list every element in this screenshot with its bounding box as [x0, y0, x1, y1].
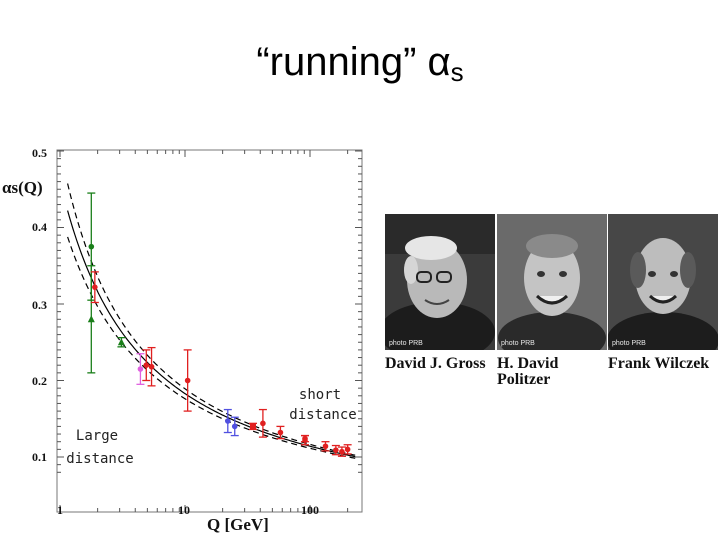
data-point: [137, 366, 144, 372]
data-point: [143, 362, 150, 368]
alpha-s-chart: 1 10 100 0.1 0.2 0.3 0.4 0.5 αs(Q) Q [Ge…: [2, 146, 363, 534]
title-main: “running” α: [256, 40, 451, 84]
portrait-politzer: photo PRB: [497, 214, 607, 350]
data-point: [87, 315, 95, 323]
data-point: [302, 437, 308, 443]
annotation-short-line2: distance: [289, 407, 356, 423]
curve-central: [67, 210, 356, 458]
annotation-large-line2: distance: [66, 451, 133, 467]
portrait-gross-image: [385, 214, 495, 350]
x-tick-label-100: 100: [301, 503, 319, 517]
data-point: [148, 363, 155, 370]
y-axis-title: αs(Q): [2, 178, 43, 197]
data-point: [88, 243, 95, 250]
x-tick-label-10: 10: [178, 503, 190, 517]
name-politzer-line2: Politzer: [497, 371, 551, 388]
title-subscript: s: [450, 57, 464, 87]
name-politzer-line1: H. David: [497, 355, 559, 372]
portrait-wilczek: photo PRB: [608, 214, 718, 350]
portrait-politzer-image: [497, 214, 607, 350]
name-gross: David J. Gross: [385, 356, 486, 372]
name-wilczek-line1: Frank Wilczek: [608, 355, 710, 372]
data-point: [333, 447, 339, 453]
y-tick-label-0.1: 0.1: [32, 450, 47, 464]
annotation-large-line1: Large: [76, 428, 118, 444]
plot-frame: [56, 149, 363, 513]
photo-credit: photo PRB: [389, 340, 423, 347]
y-tick-label-0.5: 0.5: [32, 146, 47, 160]
x-tick-label-1: 1: [57, 503, 63, 517]
fit-curves: [67, 183, 356, 459]
y-tick-label-0.3: 0.3: [32, 298, 47, 312]
annotation-short-line1: short: [299, 387, 341, 403]
data-point: [344, 446, 351, 453]
x-axis-title: Q [GeV]: [207, 515, 269, 534]
data-point: [339, 448, 345, 455]
data-point: [250, 423, 257, 430]
slide-title: “running” αs: [0, 40, 720, 88]
data-point: [117, 338, 125, 346]
photo-credit: photo PRB: [501, 340, 535, 347]
name-politzer: H. David Politzer: [497, 356, 558, 388]
data-point: [231, 423, 238, 430]
curve-upper: [67, 183, 356, 456]
name-wilczek: Frank Wilczek: [608, 356, 709, 372]
y-tick-label-0.2: 0.2: [32, 374, 47, 388]
portrait-gross: photo PRB: [385, 214, 495, 350]
data-point: [225, 418, 231, 424]
data-point: [260, 420, 266, 427]
data-point: [277, 429, 284, 436]
data-points: [87, 192, 352, 457]
name-gross-line1: David J. Gross: [385, 355, 486, 372]
data-point: [184, 377, 191, 384]
data-point: [322, 443, 329, 450]
axis-ticks: [57, 150, 362, 512]
portrait-wilczek-image: [608, 214, 718, 350]
curve-lower: [67, 236, 356, 459]
data-point: [92, 284, 98, 290]
y-tick-label-0.4: 0.4: [32, 220, 47, 234]
photo-credit: photo PRB: [612, 340, 646, 347]
